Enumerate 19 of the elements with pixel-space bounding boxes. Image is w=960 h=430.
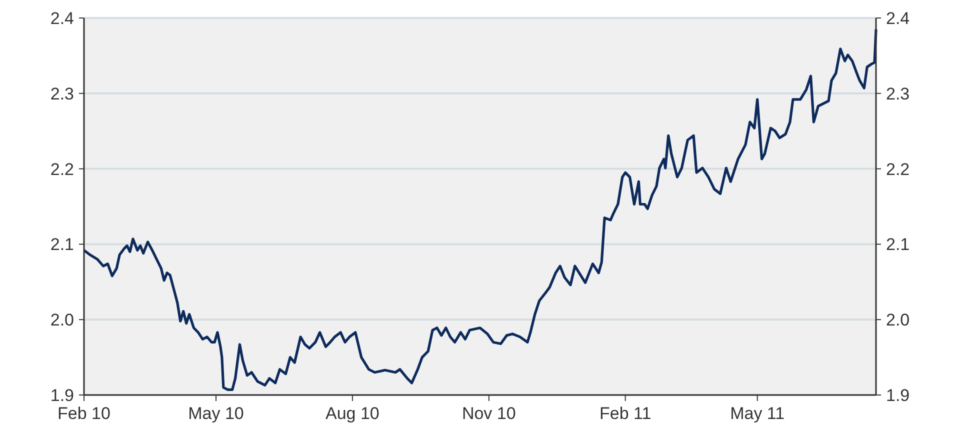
x-tick-label: Feb 11 [600,404,652,423]
y2-tick-label: 2.1 [886,235,910,254]
y2-tick-label: 2.0 [886,310,910,330]
y-tick-label: 2.0 [50,310,74,330]
y-tick-label: 1.9 [50,386,74,405]
y-tick-label: 2.1 [50,235,74,254]
y2-tick-label: 1.9 [886,386,910,405]
x-tick-label: May 11 [730,404,785,423]
y2-tick-label: 2.4 [886,8,910,28]
y-tick-label: 2.2 [50,160,74,179]
y-tick-label: 2.3 [50,84,74,104]
y2-tick-label: 2.3 [886,84,910,104]
x-tick-label: Aug 10 [326,404,380,423]
x-tick-label: Feb 10 [58,404,110,423]
x-tick-label: Nov 10 [462,404,516,423]
y-tick-label: 2.4 [50,8,74,28]
x-tick-label: May 10 [188,404,244,423]
y2-tick-label: 2.2 [886,160,910,179]
line-series [84,28,878,392]
